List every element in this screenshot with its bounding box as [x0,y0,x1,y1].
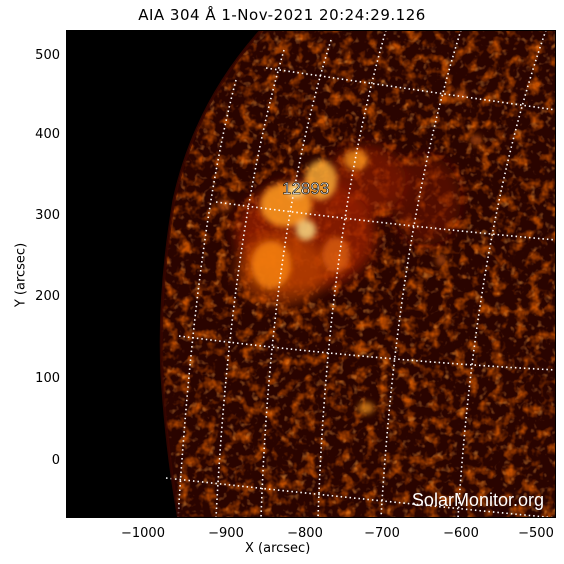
y-tick-label: 400 [35,127,60,142]
active-region-bright [217,90,482,414]
x-tick-label: −1000 [121,526,165,541]
y-tick-label: 100 [35,371,60,386]
heliographic-grid [165,30,556,518]
region-label: 12893 [282,179,329,198]
y-tick-label: 500 [35,48,60,63]
y-axis-label: Y (arcsec) [13,242,29,308]
solar-limb [159,30,264,518]
x-tick-label: −700 [364,526,400,541]
solar-image: 12893 SolarMonitor.org [66,30,556,518]
watermark: SolarMonitor.org [412,490,544,510]
y-tick-label: 200 [35,289,60,304]
solar-disk [161,30,556,518]
x-tick-label: −600 [443,526,479,541]
y-tick-label: 0 [51,453,60,468]
x-axis-label: X (arcsec) [245,541,311,556]
solar-image-canvas: 12893 SolarMonitor.org [66,30,556,518]
image-title: AIA 304 Å 1-Nov-2021 20:24:29.126 [138,6,426,24]
x-tick-label: −900 [208,526,244,541]
y-tick-label: 300 [35,208,60,223]
x-tick-label: −800 [287,526,323,541]
x-tick-label: −500 [518,526,554,541]
